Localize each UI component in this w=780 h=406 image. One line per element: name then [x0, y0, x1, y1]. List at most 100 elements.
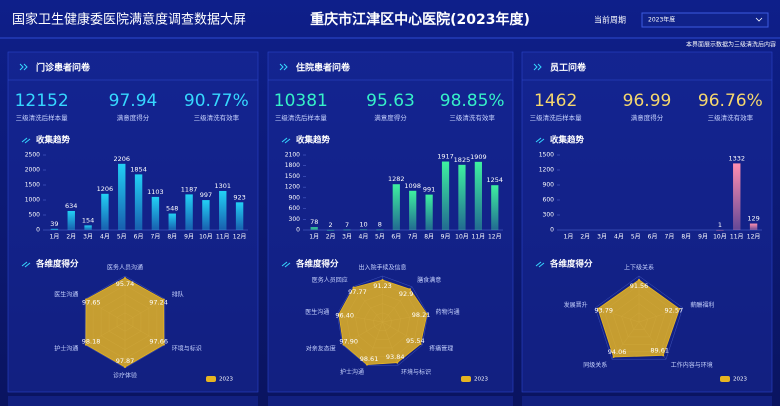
panel-icon: [533, 63, 542, 71]
x-tick-label: 4月: [614, 234, 624, 241]
bar-value-label: 154: [82, 216, 94, 224]
bar: [491, 185, 499, 230]
radar-point: [124, 366, 126, 369]
period-value[interactable]: 2023年度: [648, 16, 675, 24]
radar-axis-label: 医生沟通: [54, 291, 78, 299]
section-icon: [281, 261, 291, 268]
y-tick-label: 1500: [539, 152, 554, 159]
x-tick-label: 2月: [326, 234, 336, 241]
y-tick-label: 600: [543, 197, 555, 204]
x-tick-label: 3月: [342, 234, 352, 241]
y-tick-label: 1000: [25, 197, 40, 204]
legend-label: 2023: [219, 377, 233, 383]
radar-value-label: 91.23: [373, 282, 392, 290]
bar: [327, 229, 335, 231]
panel-title: 住院患者问卷: [296, 62, 351, 74]
radar-axis-label: 疼痛管理: [429, 345, 453, 353]
y-tick-label: 0: [550, 227, 554, 234]
radar-point: [337, 313, 340, 316]
panel-title: 门诊患者问卷: [36, 62, 91, 74]
radar-point: [612, 356, 615, 359]
radar-value-label: 97.90: [339, 338, 358, 346]
bar: [202, 200, 210, 230]
kpi-label: 三级清洗后样本量: [530, 113, 583, 122]
y-tick-label: 2000: [25, 167, 40, 174]
x-tick-label: 9月: [698, 234, 708, 241]
bar-value-label: 2206: [113, 155, 130, 163]
radar-value-label: 97.65: [82, 299, 101, 307]
panel-next: [8, 396, 258, 406]
legend-swatch: [206, 376, 216, 382]
radar-axis-label: 医生沟通: [305, 308, 329, 316]
kpi-value: 10381: [274, 91, 328, 111]
radar-axis-label: 药物沟通: [436, 308, 460, 316]
bar: [474, 161, 482, 230]
kpi-value: 96.99: [623, 91, 672, 111]
radar-axis-label: 诊疗体验: [113, 372, 137, 380]
x-tick-label: 1月: [309, 234, 319, 241]
radar-axis-label: 医务人员回应: [312, 276, 348, 284]
x-tick-label: 4月: [100, 234, 110, 241]
legend-swatch: [720, 376, 730, 382]
x-tick-label: 5月: [117, 234, 127, 241]
bar: [425, 194, 433, 230]
kpi-label: 三级清洗有效率: [449, 113, 495, 122]
x-tick-label: 6月: [648, 234, 658, 241]
section-title: 收集趋势: [36, 135, 71, 146]
x-tick-label: 6月: [391, 234, 401, 241]
radar-ring: [595, 275, 683, 360]
period-select[interactable]: [641, 12, 769, 28]
radar-point: [381, 279, 384, 282]
x-tick-label: 7月: [408, 234, 418, 241]
radar-point: [342, 343, 345, 346]
bar: [118, 163, 126, 230]
radar-value-label: 98.21: [412, 311, 431, 319]
x-tick-label: 4月: [359, 234, 369, 241]
bar: [151, 196, 160, 230]
x-tick-label: 10月: [713, 234, 727, 241]
kpi-label: 满意度得分: [631, 113, 664, 122]
section-icon: [281, 137, 291, 144]
bar: [310, 227, 318, 230]
bar: [235, 202, 244, 230]
section-icon: [21, 137, 31, 144]
y-tick-label: 500: [29, 212, 41, 219]
radar-axis-label: 环境与标识: [172, 345, 202, 353]
y-tick-label: 600: [289, 205, 301, 212]
radar-point: [365, 363, 368, 366]
radar-point: [162, 343, 165, 346]
radar-axis-label: 出入院手续及信息: [358, 264, 406, 272]
bar: [359, 229, 368, 231]
bar: [376, 229, 384, 231]
y-tick-label: 1200: [539, 167, 554, 174]
legend-label: 2023: [474, 377, 488, 383]
radar-point: [638, 278, 640, 281]
bar-value-label: 997: [200, 191, 212, 199]
x-tick-label: 8月: [681, 234, 691, 241]
kpi-label: 满意度得分: [374, 113, 407, 122]
bar-value-label: 1103: [147, 188, 164, 196]
bar: [409, 190, 417, 230]
bar: [168, 213, 176, 230]
kpi-label: 三级清洗后样本量: [275, 113, 328, 122]
y-tick-label: 300: [543, 212, 555, 219]
radar-point: [84, 343, 87, 346]
y-tick-label: 0: [36, 227, 40, 234]
kpi-value: 96.76%: [698, 91, 763, 111]
bar: [101, 193, 109, 230]
kpi-value: 1462: [534, 91, 577, 111]
radar-value-label: 97.87: [116, 357, 135, 365]
kpi-label: 三级清洗后样本量: [16, 113, 69, 122]
section-title: 各维度得分: [295, 259, 339, 270]
radar-value-label: 94.06: [608, 348, 627, 356]
x-tick-label: 10月: [199, 234, 213, 241]
bar-value-label: 10: [359, 221, 367, 229]
y-tick-label: 2500: [25, 152, 40, 159]
bar-value-label: 548: [166, 205, 178, 213]
y-tick-label: 1500: [285, 173, 300, 180]
radar-value-label: 96.40: [335, 311, 354, 319]
x-tick-label: 8月: [167, 234, 177, 241]
radar-point: [662, 354, 665, 357]
radar-point: [85, 298, 88, 301]
